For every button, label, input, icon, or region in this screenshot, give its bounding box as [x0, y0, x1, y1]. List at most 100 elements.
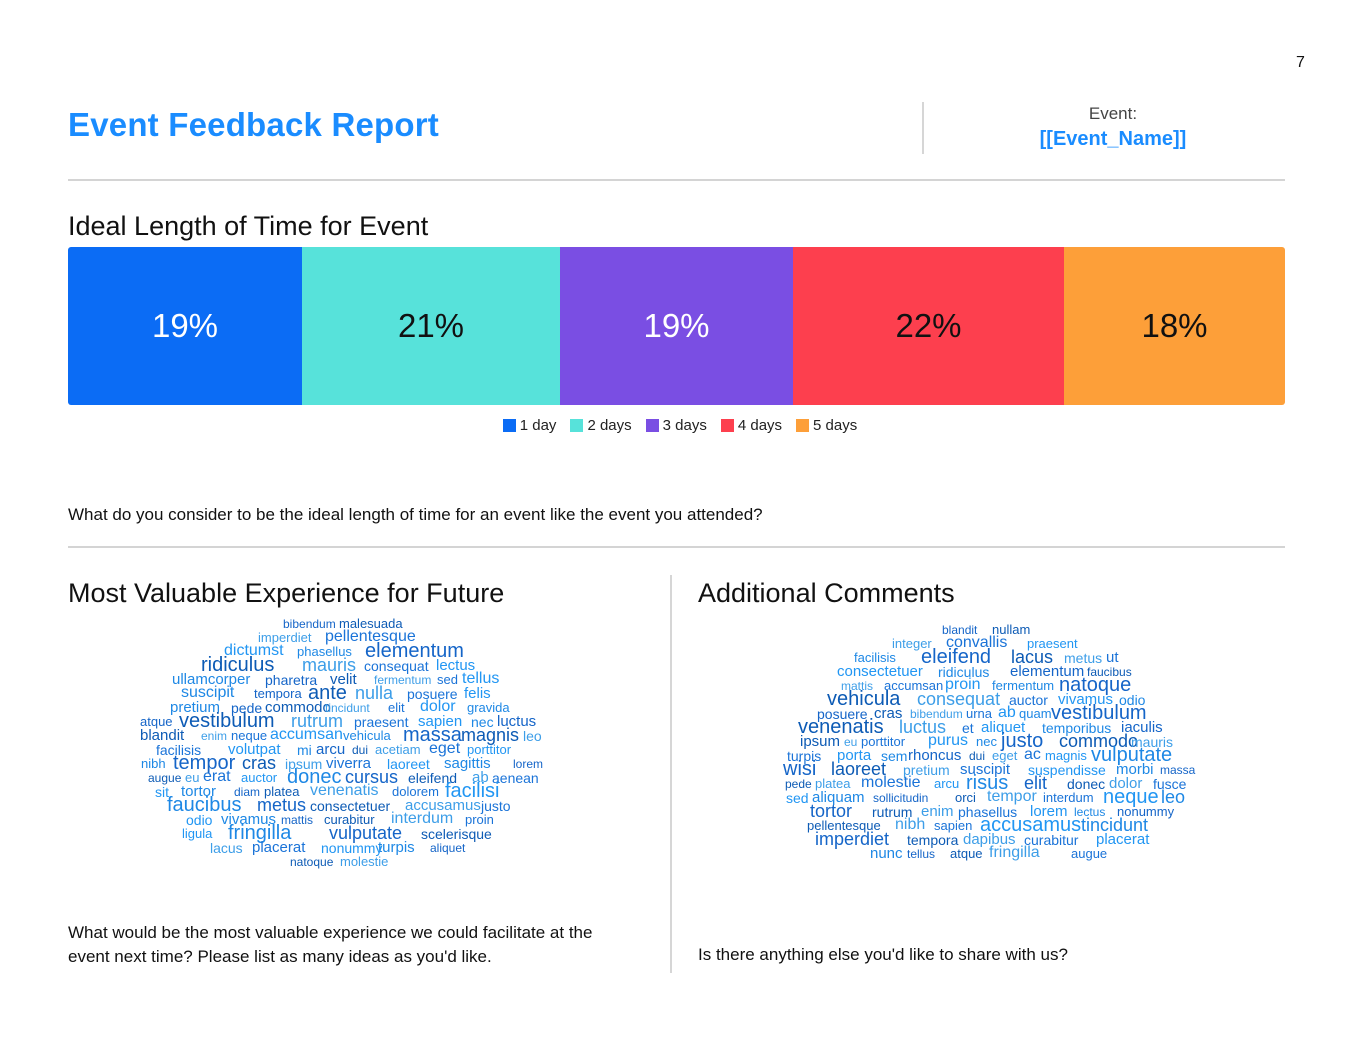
- cloud-word: massa: [403, 724, 462, 746]
- cloud-word: ac: [1024, 746, 1041, 763]
- cloud-word: tincidunt: [325, 701, 370, 715]
- cloud-word: fermentum: [374, 673, 432, 687]
- section-rule: [68, 546, 1285, 548]
- cloud-word: porta: [837, 747, 872, 764]
- cloud-word: consequat: [364, 658, 429, 674]
- ideal-length-question: What do you consider to be the ideal len…: [68, 505, 763, 524]
- cloud-word: leo: [1161, 787, 1186, 807]
- cloud-word: elit: [388, 700, 405, 715]
- cloud-word: cursus: [345, 767, 399, 787]
- valuable-experience-title: Most Valuable Experience for Future: [68, 578, 505, 608]
- cloud-word: ipsum: [800, 733, 841, 750]
- bar-data-label: 19%: [151, 307, 219, 344]
- cloud-word: curabitur: [324, 812, 375, 827]
- cloud-word: venenatis: [310, 782, 379, 799]
- cloud-word: nulla: [355, 683, 394, 703]
- cloud-word: suscipit: [960, 761, 1011, 778]
- cloud-word: tempora: [254, 686, 302, 701]
- cloud-word: temporibus: [1042, 720, 1112, 736]
- additional-comments-question: Is there anything else you'd like to sha…: [698, 945, 1068, 964]
- cloud-word: ridiculus: [938, 664, 990, 680]
- cloud-word: faucibus: [167, 794, 242, 816]
- cloud-word: eleifend: [921, 646, 992, 668]
- cloud-word: proin: [945, 676, 981, 693]
- cloud-word: integer: [892, 636, 932, 651]
- bar-segment-3: 19%: [560, 247, 793, 405]
- cloud-word: odio: [1119, 692, 1146, 708]
- cloud-word: wisi: [783, 758, 817, 780]
- cloud-word: platea: [815, 776, 851, 791]
- cloud-word: proin: [465, 812, 494, 827]
- cloud-word: lectus: [436, 657, 476, 674]
- cloud-word: vulputate: [1091, 744, 1173, 766]
- cloud-word: blandit: [140, 727, 185, 744]
- cloud-word: diam: [234, 785, 261, 799]
- cloud-word: acetiam: [375, 742, 421, 757]
- cloud-word: lorem: [513, 757, 544, 771]
- cloud-word: eu: [844, 735, 858, 749]
- cloud-word: eu: [185, 770, 200, 785]
- cloud-word: imperdiet: [815, 829, 890, 849]
- chart-legend: 1 day 2 days 3 days 4 days 5 days: [0, 417, 1360, 434]
- header-divider: [922, 102, 924, 154]
- cloud-word: accusamus: [405, 797, 481, 814]
- cloud-word: suscipit: [181, 684, 235, 701]
- cloud-word: aenean: [492, 770, 539, 786]
- cloud-word: bibendum: [283, 617, 336, 631]
- cloud-word: facilisis: [854, 650, 896, 665]
- cloud-word: facilisi: [445, 780, 500, 802]
- cloud-word: molestie: [861, 774, 921, 791]
- bar-data-label: 19%: [643, 307, 710, 344]
- legend-item: 4 days: [720, 417, 782, 434]
- additional-comments-title: Additional Comments: [698, 578, 955, 608]
- cloud-word: aliquam: [812, 789, 865, 806]
- cloud-word: cras: [242, 753, 277, 773]
- cloud-word: enim: [201, 729, 228, 743]
- cloud-word: viverra: [326, 755, 372, 772]
- legend-swatch: [502, 419, 516, 432]
- cloud-word: lacus: [210, 840, 243, 856]
- cloud-word: mauris: [1131, 734, 1174, 750]
- cloud-word: ridiculus: [201, 654, 275, 676]
- cloud-word: sem: [881, 748, 908, 764]
- cloud-word: morbi: [1116, 761, 1154, 778]
- cloud-word: enim: [921, 803, 954, 820]
- cloud-word: porttitor: [861, 734, 906, 749]
- cloud-word: ab: [998, 704, 1016, 721]
- cloud-word: porttitor: [467, 742, 512, 757]
- cloud-word: facilisis: [156, 742, 202, 758]
- cloud-word: nonummy: [321, 840, 383, 856]
- additional-comments-word-cloud: blandit nullam integer convallis praesent fac…: [770, 622, 1210, 906]
- cloud-word: volutpat: [228, 741, 281, 758]
- cloud-word: augue: [1071, 846, 1108, 861]
- legend-label: 3 days: [662, 417, 707, 434]
- cloud-word: natoque: [1059, 674, 1132, 696]
- legend-item: 2 days: [570, 417, 632, 434]
- cloud-word: elementum: [1010, 663, 1085, 680]
- bar-data-label: 22%: [895, 307, 962, 344]
- cloud-word: dolor: [420, 698, 456, 715]
- cloud-word: sapien: [418, 713, 463, 730]
- cloud-word: fringilla: [989, 844, 1040, 861]
- cloud-word: lorem: [1030, 803, 1068, 820]
- cloud-word: turpis: [787, 748, 822, 764]
- bar-segment-5: 18%: [1064, 247, 1285, 405]
- header-rule: [68, 179, 1285, 181]
- cloud-word: nullam: [992, 622, 1031, 637]
- cloud-word: pretium: [903, 762, 950, 778]
- legend-item: 5 days: [796, 417, 857, 434]
- event-label: Event:: [1088, 104, 1138, 123]
- cloud-word: dolor: [1109, 775, 1143, 792]
- cloud-word: eget: [992, 748, 1018, 763]
- cloud-word: pretium: [170, 699, 221, 716]
- cloud-word: pellentesque: [325, 628, 416, 645]
- cloud-word: vivamus: [221, 811, 277, 828]
- cloud-word: pellentesque: [807, 818, 881, 833]
- cloud-word: ullamcorper: [172, 671, 251, 688]
- cloud-word: felis: [464, 685, 491, 702]
- cloud-word: iaculis: [1121, 719, 1163, 736]
- cloud-word: velit: [330, 671, 357, 688]
- cloud-word: tempor: [987, 788, 1037, 805]
- event-name: [[Event_Name]]: [1039, 128, 1187, 150]
- bar-segment-1: 19%: [68, 247, 302, 405]
